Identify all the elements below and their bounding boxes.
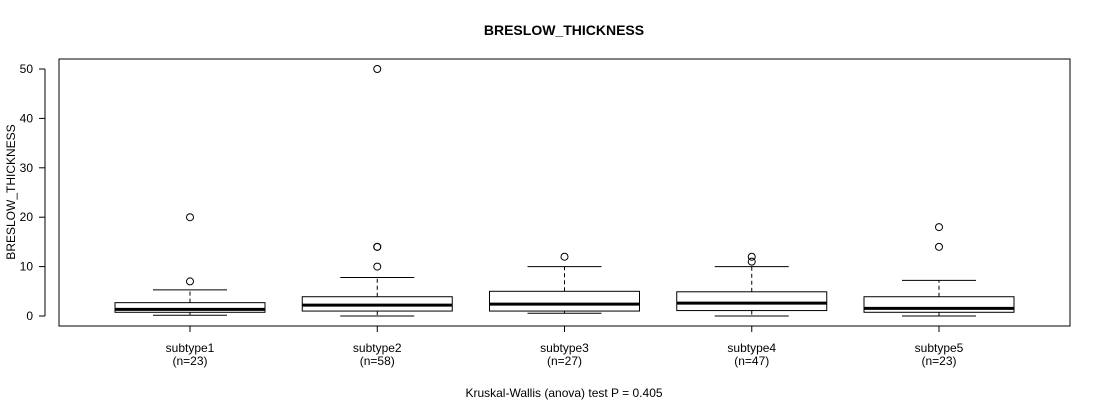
chart-title: BRESLOW_THICKNESS <box>484 22 644 38</box>
outlier-point <box>747 257 756 266</box>
y-tick-label: 20 <box>20 210 34 224</box>
x-axis-label: Kruskal-Wallis (anova) test P = 0.405 <box>465 386 662 400</box>
outlier-point <box>373 242 382 251</box>
box <box>676 291 828 312</box>
x-tick-count-label: (n=47) <box>734 354 769 368</box>
x-tick-count-label: (n=23) <box>172 354 207 368</box>
plot-frame <box>58 58 1071 327</box>
box <box>863 296 1015 313</box>
outlier-point <box>186 277 194 286</box>
outlier-point <box>935 242 943 251</box>
box <box>489 290 640 312</box>
y-tick-label: 0 <box>26 309 33 323</box>
box <box>114 302 266 313</box>
x-tick-label: subtype2 <box>353 341 402 355</box>
outlier-point <box>935 223 943 232</box>
y-axis-label: BRESLOW_THICKNESS <box>4 124 18 259</box>
x-tick-label: subtype1 <box>166 341 215 355</box>
x-tick-count-label: (n=58) <box>360 354 395 368</box>
x-tick-label: subtype3 <box>540 341 589 355</box>
y-tick-label: 40 <box>20 111 34 125</box>
outlier-point <box>560 252 569 261</box>
outlier-point <box>373 262 382 271</box>
x-tick-count-label: (n=23) <box>921 354 956 368</box>
x-tick-count-label: (n=27) <box>547 354 582 368</box>
y-tick-label: 30 <box>20 161 34 175</box>
y-tick-label: 50 <box>20 62 34 76</box>
outlier-point <box>747 252 756 261</box>
y-tick-label: 10 <box>20 260 34 274</box>
outlier-point <box>373 65 382 73</box>
outlier-point <box>186 213 194 222</box>
x-tick-label: subtype4 <box>727 341 776 355</box>
x-tick-label: subtype5 <box>915 341 964 355</box>
